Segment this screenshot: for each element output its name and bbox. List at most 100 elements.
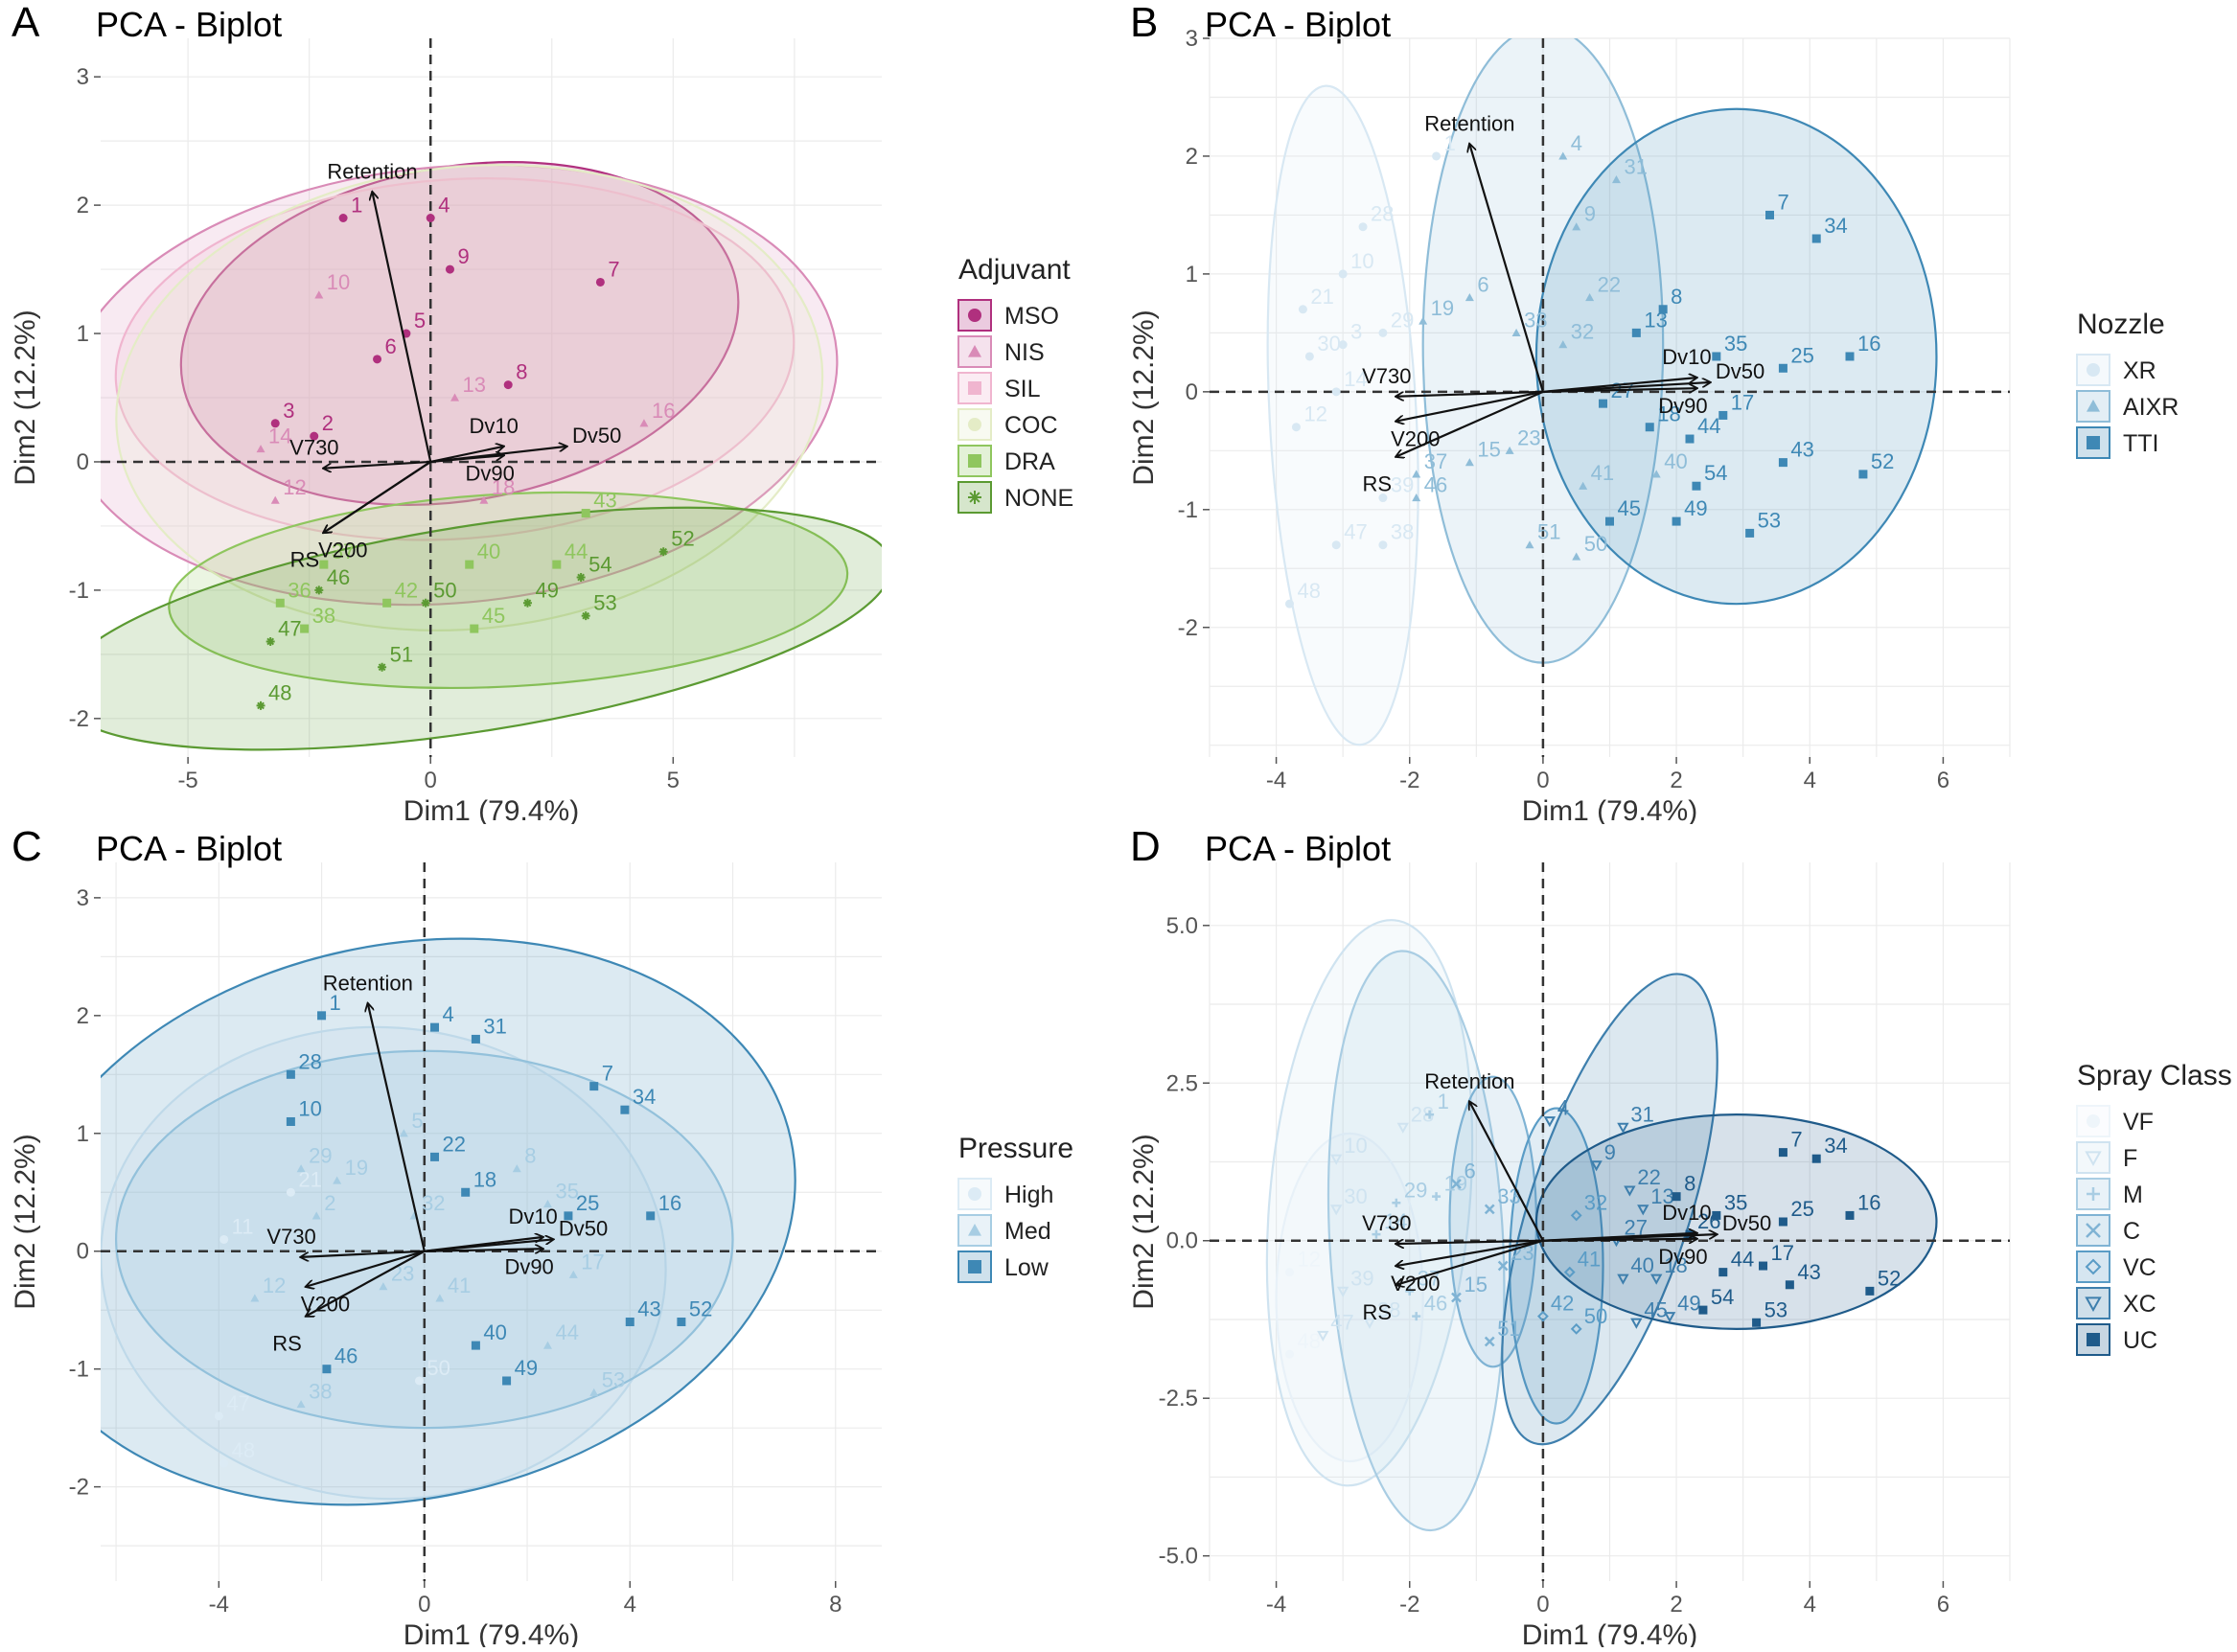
- legend-key-d-xc: [2076, 1287, 2110, 1319]
- point-label-d-26: 26: [1697, 1209, 1720, 1233]
- point-label-c-44: 44: [555, 1320, 578, 1344]
- panel-b-letter: B: [1130, 0, 1158, 46]
- panel-a-letter: A: [12, 0, 40, 46]
- arrow-a-retention: [372, 193, 432, 463]
- ellipse-dra: [168, 491, 849, 690]
- y-tick-a: 0: [77, 449, 89, 475]
- legend-label-a-sil: SIL: [1004, 376, 1041, 402]
- arrow-b-retention: [1469, 145, 1544, 393]
- x-tick-b: 6: [1937, 768, 1949, 793]
- point-label-c-10: 10: [298, 1096, 321, 1120]
- legend-marker-b-tti: [2087, 436, 2100, 449]
- point-label-a-1: 1: [351, 194, 362, 218]
- point-label-c-31: 31: [483, 1014, 506, 1038]
- point-label-d-54: 54: [1711, 1285, 1734, 1309]
- point-label-a-14: 14: [268, 424, 291, 448]
- point-label-d-13: 13: [1650, 1184, 1673, 1208]
- legend-marker-d-xc: [2085, 1296, 2102, 1313]
- y-tick-d: -5.0: [1159, 1544, 1198, 1570]
- arrow-b-v200: [1396, 390, 1544, 422]
- legend-key-d-uc: [2076, 1323, 2110, 1356]
- var-label-a-dv50: Dv50: [572, 424, 621, 447]
- var-label-b-rs: RS: [1363, 471, 1393, 495]
- point-label-a-40: 40: [477, 539, 500, 563]
- point-label-a-7: 7: [608, 257, 619, 281]
- point-d-18: [1650, 1273, 1663, 1285]
- point-d-9: [1590, 1160, 1603, 1172]
- point-label-a-42: 42: [395, 578, 418, 602]
- point-label-d-43: 43: [1797, 1260, 1820, 1284]
- point-d-22: [1624, 1185, 1636, 1197]
- point-c-49: [502, 1376, 512, 1386]
- var-label-c-dv90: Dv90: [504, 1254, 553, 1278]
- panel-d-xlabel: Dim1 (79.4%): [1522, 1619, 1697, 1647]
- point-b-30: [1304, 352, 1314, 361]
- point-label-d-33: 33: [1497, 1184, 1520, 1208]
- point-b-23: [1505, 446, 1514, 454]
- legend-label-d-vc: VC: [2123, 1254, 2156, 1281]
- point-d-15: [1451, 1292, 1462, 1303]
- var-label-b-v200: V200: [1391, 427, 1440, 451]
- legend-marker-a-nis: [968, 345, 981, 357]
- point-d-12: [1285, 1268, 1294, 1277]
- panel-b: B PCA - Biplot 28 10 21 30 3 29 12 39 38 47 48 1 14 4 31…: [1118, 0, 2237, 827]
- point-label-d-15: 15: [1464, 1273, 1487, 1296]
- point-label-b-50: 50: [1584, 532, 1607, 556]
- point-label-c-48: 48: [232, 1438, 255, 1462]
- legend-key-c-high: [957, 1178, 992, 1210]
- point-b-21: [1298, 305, 1307, 314]
- y-tick-c: 2: [77, 1003, 89, 1029]
- legend-key-d-vf: [2076, 1105, 2110, 1137]
- legend-label-d-f: F: [2123, 1145, 2137, 1172]
- legend-label-a-nis: NIS: [1004, 339, 1045, 366]
- arrow-a-dv90: [430, 455, 503, 464]
- y-tick-c: -1: [69, 1357, 89, 1383]
- point-label-b-51: 51: [1537, 520, 1560, 544]
- point-b-4: [1558, 151, 1568, 160]
- arrow-b-v730: [1396, 390, 1543, 397]
- panel-b-points: 28 10 21 30 3 29 12 39 38 47 48 1 14 4 31 9 6 22 19 32 33 15 2…: [1285, 131, 1894, 608]
- point-label-d-7: 7: [1790, 1128, 1802, 1152]
- point-label-a-49: 49: [535, 578, 558, 602]
- point-a-53: [581, 611, 590, 621]
- point-b-51: [1525, 540, 1534, 549]
- point-label-b-8: 8: [1671, 285, 1682, 309]
- point-label-d-34: 34: [1824, 1134, 1847, 1158]
- point-label-a-16: 16: [652, 399, 675, 423]
- point-a-14: [256, 445, 265, 453]
- point-label-d-44: 44: [1731, 1248, 1754, 1272]
- point-label-d-30: 30: [1344, 1184, 1367, 1208]
- point-a-38: [300, 624, 310, 633]
- point-label-d-48: 48: [1298, 1329, 1321, 1353]
- point-c-34: [620, 1105, 630, 1114]
- point-label-d-1: 1: [1438, 1090, 1449, 1113]
- ellipse-low: [101, 937, 796, 1506]
- panel-b-legend: Nozzle XR AIXR TTI: [2076, 309, 2179, 459]
- point-label-b-49: 49: [1684, 496, 1707, 520]
- var-label-b-dv50: Dv50: [1716, 359, 1764, 383]
- point-label-d-32: 32: [1584, 1190, 1607, 1214]
- point-label-a-54: 54: [588, 553, 611, 577]
- panel-d-legend: Spray Class VF FMC VC XC UC: [2076, 1060, 2232, 1356]
- point-b-37: [1412, 470, 1421, 478]
- var-label-d-rs: RS: [1363, 1300, 1393, 1324]
- point-label-a-48: 48: [268, 680, 291, 704]
- point-c-7: [589, 1082, 599, 1091]
- legend-marker-d-uc: [2087, 1333, 2100, 1346]
- legend-marker-a-none: [968, 491, 981, 504]
- point-label-b-28: 28: [1371, 202, 1394, 226]
- point-c-38: [296, 1400, 306, 1409]
- point-label-b-4: 4: [1571, 131, 1582, 155]
- point-label-b-35: 35: [1724, 332, 1747, 356]
- point-d-19: [1432, 1192, 1441, 1202]
- point-b-40: [1651, 470, 1661, 478]
- legend-marker-a-sil: [968, 381, 981, 395]
- point-label-b-48: 48: [1298, 579, 1321, 603]
- point-label-b-25: 25: [1790, 343, 1813, 367]
- point-label-d-18: 18: [1664, 1253, 1687, 1277]
- point-a-6: [373, 355, 382, 364]
- x-tick-a: -5: [177, 768, 197, 793]
- var-label-c-dv50: Dv50: [559, 1216, 608, 1240]
- x-tick-b: 0: [1536, 768, 1549, 793]
